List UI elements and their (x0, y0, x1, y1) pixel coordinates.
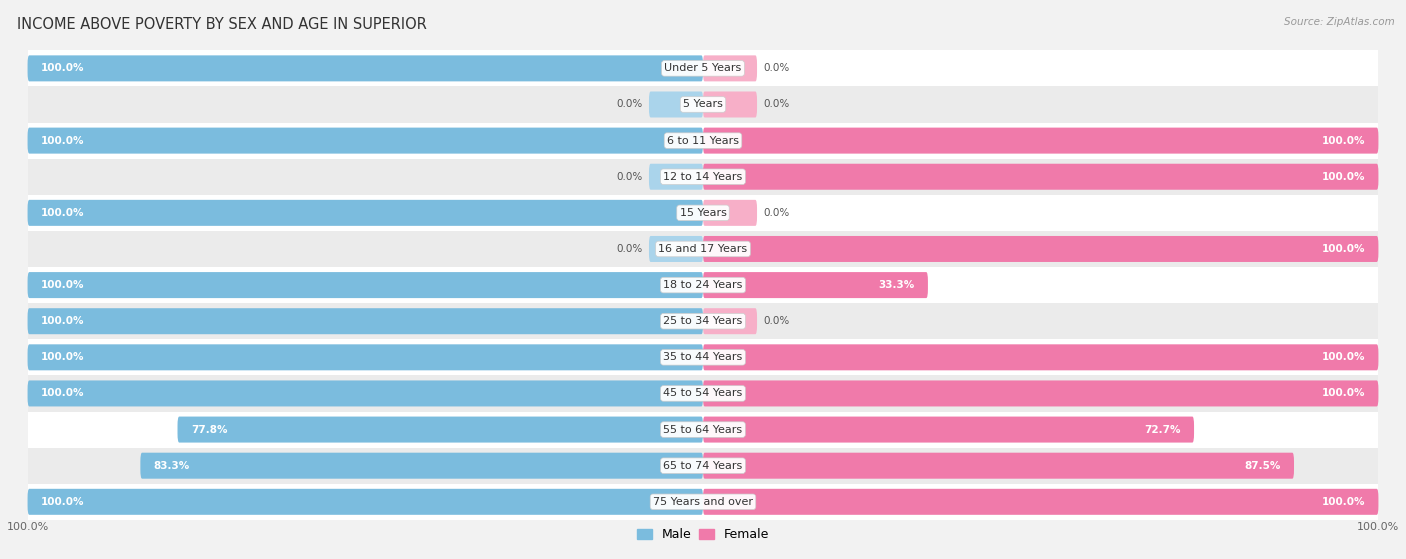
FancyBboxPatch shape (28, 127, 703, 154)
Text: 100.0%: 100.0% (1322, 497, 1365, 507)
Text: 75 Years and over: 75 Years and over (652, 497, 754, 507)
Text: 100.0%: 100.0% (1322, 244, 1365, 254)
Text: 100.0%: 100.0% (1322, 136, 1365, 145)
Bar (28, 484, 1378, 520)
Bar (28, 87, 1378, 122)
Text: 35 to 44 Years: 35 to 44 Years (664, 352, 742, 362)
FancyBboxPatch shape (703, 344, 1378, 370)
FancyBboxPatch shape (703, 381, 1378, 406)
FancyBboxPatch shape (703, 92, 756, 117)
Text: 0.0%: 0.0% (763, 208, 790, 218)
FancyBboxPatch shape (703, 200, 756, 226)
FancyBboxPatch shape (28, 272, 703, 298)
Bar (28, 303, 1378, 339)
FancyBboxPatch shape (28, 200, 703, 226)
Bar (28, 339, 1378, 376)
Text: 100.0%: 100.0% (41, 280, 84, 290)
Bar (28, 195, 1378, 231)
Text: 0.0%: 0.0% (763, 316, 790, 326)
Bar (28, 50, 1378, 87)
Bar (28, 159, 1378, 195)
FancyBboxPatch shape (703, 236, 1378, 262)
Text: Under 5 Years: Under 5 Years (665, 63, 741, 73)
Text: 65 to 74 Years: 65 to 74 Years (664, 461, 742, 471)
FancyBboxPatch shape (703, 272, 928, 298)
Bar (28, 267, 1378, 303)
FancyBboxPatch shape (650, 236, 703, 262)
Text: 100.0%: 100.0% (1322, 352, 1365, 362)
FancyBboxPatch shape (703, 308, 756, 334)
Text: 12 to 14 Years: 12 to 14 Years (664, 172, 742, 182)
Text: INCOME ABOVE POVERTY BY SEX AND AGE IN SUPERIOR: INCOME ABOVE POVERTY BY SEX AND AGE IN S… (17, 17, 427, 32)
Text: 55 to 64 Years: 55 to 64 Years (664, 425, 742, 434)
Text: 0.0%: 0.0% (616, 100, 643, 110)
Text: 6 to 11 Years: 6 to 11 Years (666, 136, 740, 145)
FancyBboxPatch shape (28, 344, 703, 370)
Text: 100.0%: 100.0% (41, 316, 84, 326)
Text: 100.0%: 100.0% (41, 497, 84, 507)
Text: 100.0%: 100.0% (1322, 172, 1365, 182)
FancyBboxPatch shape (703, 453, 1294, 479)
Text: 18 to 24 Years: 18 to 24 Years (664, 280, 742, 290)
Text: 72.7%: 72.7% (1144, 425, 1181, 434)
Text: 83.3%: 83.3% (153, 461, 190, 471)
Text: 100.0%: 100.0% (41, 352, 84, 362)
Legend: Male, Female: Male, Female (631, 523, 775, 547)
Text: 45 to 54 Years: 45 to 54 Years (664, 389, 742, 399)
Text: 77.8%: 77.8% (191, 425, 228, 434)
FancyBboxPatch shape (28, 381, 703, 406)
Text: 25 to 34 Years: 25 to 34 Years (664, 316, 742, 326)
Text: 0.0%: 0.0% (616, 172, 643, 182)
Text: Source: ZipAtlas.com: Source: ZipAtlas.com (1284, 17, 1395, 27)
Text: 100.0%: 100.0% (41, 136, 84, 145)
Text: 15 Years: 15 Years (679, 208, 727, 218)
Bar (28, 448, 1378, 484)
Text: 100.0%: 100.0% (7, 522, 49, 532)
Text: 100.0%: 100.0% (1357, 522, 1399, 532)
Text: 33.3%: 33.3% (879, 280, 914, 290)
Text: 5 Years: 5 Years (683, 100, 723, 110)
Bar (28, 122, 1378, 159)
FancyBboxPatch shape (650, 164, 703, 190)
Bar (28, 411, 1378, 448)
Text: 0.0%: 0.0% (616, 244, 643, 254)
FancyBboxPatch shape (703, 164, 1378, 190)
FancyBboxPatch shape (703, 55, 756, 82)
Text: 16 and 17 Years: 16 and 17 Years (658, 244, 748, 254)
Text: 0.0%: 0.0% (763, 100, 790, 110)
FancyBboxPatch shape (703, 416, 1194, 443)
FancyBboxPatch shape (177, 416, 703, 443)
FancyBboxPatch shape (28, 308, 703, 334)
Text: 100.0%: 100.0% (41, 208, 84, 218)
FancyBboxPatch shape (28, 489, 703, 515)
FancyBboxPatch shape (141, 453, 703, 479)
FancyBboxPatch shape (650, 92, 703, 117)
Text: 87.5%: 87.5% (1244, 461, 1281, 471)
FancyBboxPatch shape (703, 489, 1378, 515)
Bar (28, 376, 1378, 411)
Text: 0.0%: 0.0% (763, 63, 790, 73)
Text: 100.0%: 100.0% (1322, 389, 1365, 399)
Text: 100.0%: 100.0% (41, 389, 84, 399)
Text: 100.0%: 100.0% (41, 63, 84, 73)
FancyBboxPatch shape (703, 127, 1378, 154)
FancyBboxPatch shape (28, 55, 703, 82)
Bar (28, 231, 1378, 267)
